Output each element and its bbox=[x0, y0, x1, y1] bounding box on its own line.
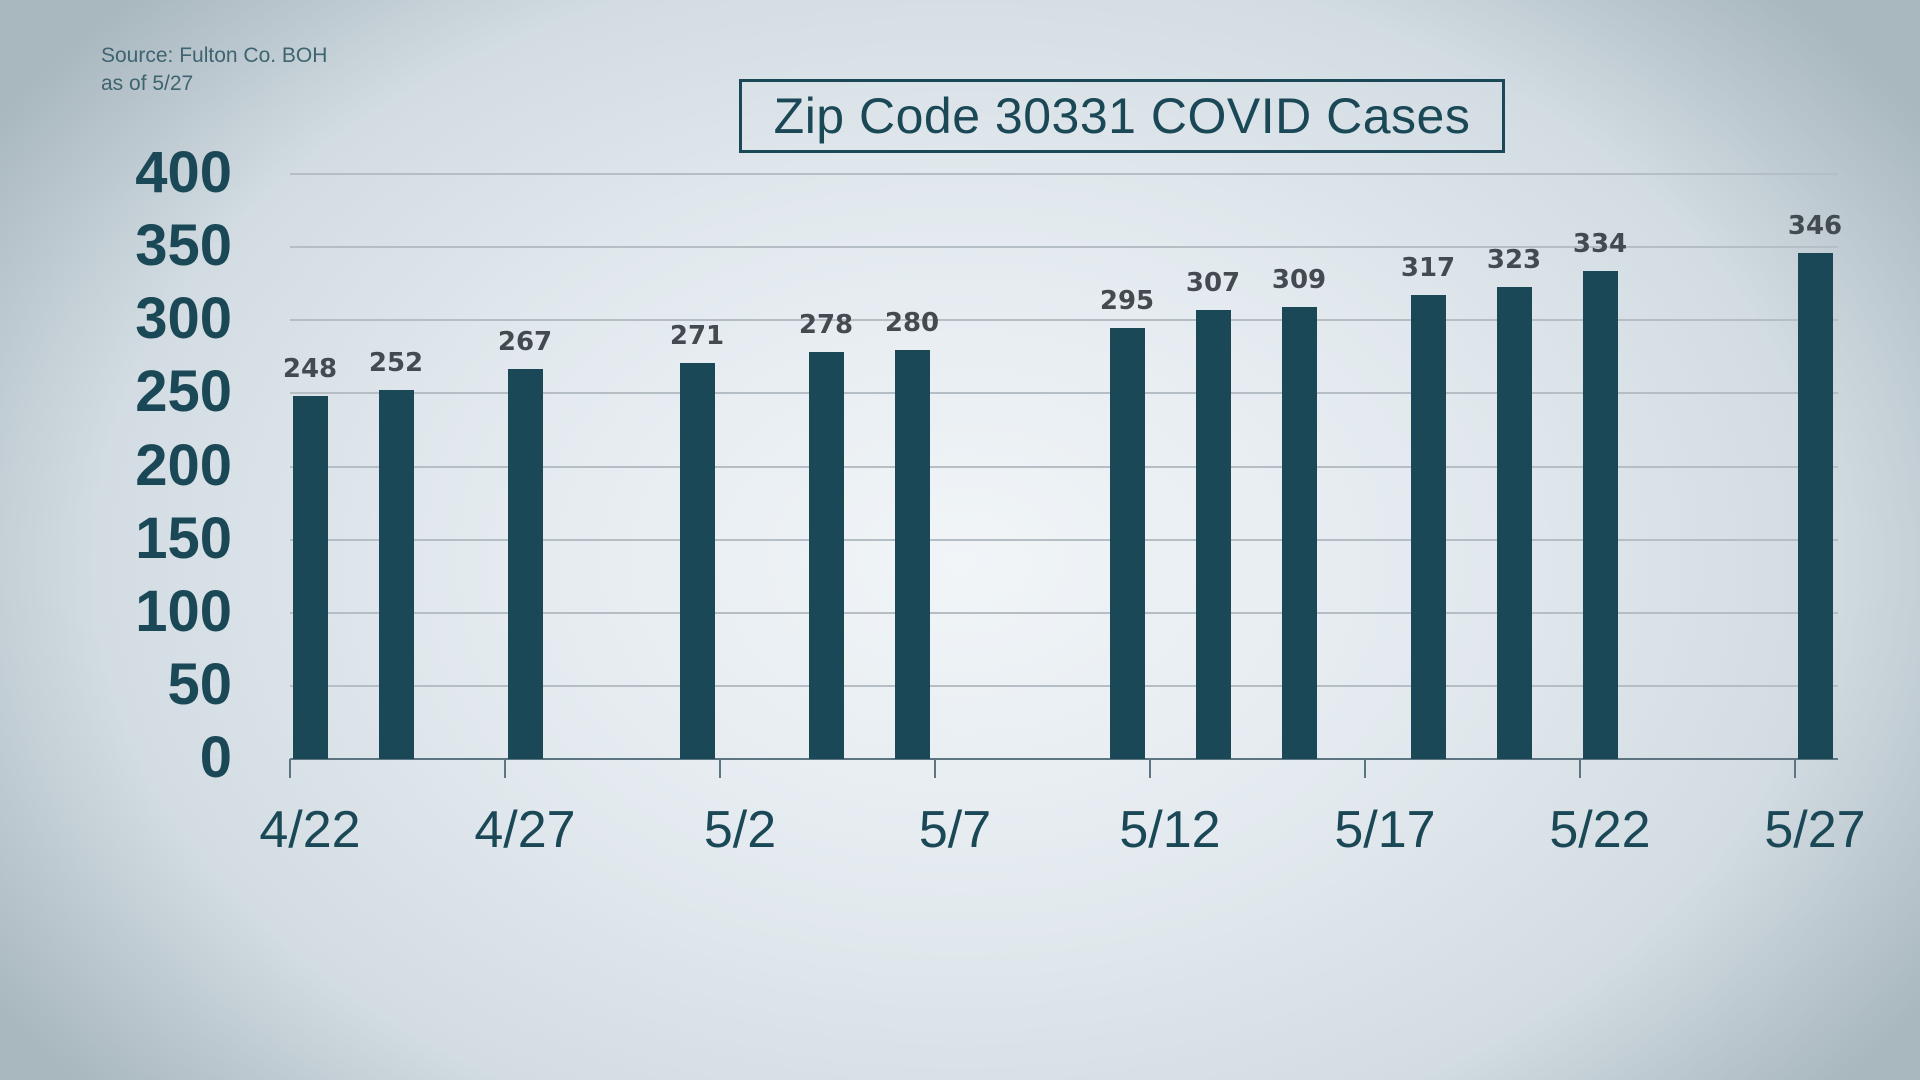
bar bbox=[1282, 307, 1317, 759]
bar bbox=[1798, 252, 1833, 759]
x-axis-label: 5/7 bbox=[918, 801, 992, 859]
x-axis-label: 5/27 bbox=[1764, 801, 1866, 859]
x-axis-tick bbox=[504, 759, 506, 778]
x-axis-tick bbox=[1149, 759, 1151, 778]
bar bbox=[809, 352, 844, 759]
x-axis-label: 5/2 bbox=[703, 801, 777, 859]
x-axis-tick bbox=[1364, 759, 1366, 778]
y-axis-label: 200 bbox=[135, 432, 232, 498]
y-axis-label: 400 bbox=[135, 140, 232, 205]
value-label: 317 bbox=[1400, 253, 1456, 284]
value-label: 252 bbox=[368, 348, 424, 379]
bar bbox=[1411, 295, 1446, 759]
x-axis-label: 5/22 bbox=[1549, 801, 1651, 859]
bar bbox=[1583, 270, 1618, 759]
value-label: 323 bbox=[1486, 244, 1542, 275]
gridline bbox=[290, 538, 1838, 541]
value-label: 280 bbox=[884, 307, 940, 338]
source-note: Source: Fulton Co. BOH as of 5/27 bbox=[101, 42, 327, 98]
gridline bbox=[290, 465, 1838, 468]
bar bbox=[379, 390, 414, 759]
gridline bbox=[290, 392, 1838, 395]
x-axis-tick bbox=[934, 759, 936, 778]
bar bbox=[508, 368, 543, 759]
value-label: 267 bbox=[497, 326, 553, 357]
x-axis-tick bbox=[1579, 759, 1581, 778]
y-axis-label: 300 bbox=[135, 286, 232, 352]
y-axis-label: 0 bbox=[199, 725, 232, 790]
value-label: 307 bbox=[1185, 268, 1241, 298]
value-label: 278 bbox=[798, 310, 854, 341]
x-axis-tick bbox=[719, 759, 721, 778]
value-label: 271 bbox=[669, 320, 725, 351]
chart-title: Zip Code 30331 COVID Cases bbox=[739, 79, 1505, 153]
x-axis-label: 4/22 bbox=[259, 801, 361, 859]
x-axis-label: 4/27 bbox=[474, 801, 576, 859]
value-label: 309 bbox=[1271, 265, 1327, 296]
bar bbox=[1497, 286, 1532, 759]
value-label: 248 bbox=[282, 354, 338, 385]
value-label: 295 bbox=[1099, 285, 1155, 316]
value-label: 346 bbox=[1787, 210, 1843, 241]
x-axis-tick bbox=[1794, 759, 1796, 778]
x-axis-label: 5/17 bbox=[1334, 801, 1436, 859]
x-axis-label: 5/12 bbox=[1119, 801, 1221, 859]
bar bbox=[1196, 310, 1231, 759]
as-of-date: as of 5/27 bbox=[101, 72, 194, 95]
bar bbox=[1110, 327, 1145, 759]
y-axis-label: 250 bbox=[135, 359, 232, 425]
gridline bbox=[290, 173, 1838, 175]
y-axis-label: 50 bbox=[167, 651, 232, 717]
bar bbox=[895, 349, 930, 759]
gridline bbox=[290, 319, 1838, 322]
value-label: 334 bbox=[1572, 228, 1628, 259]
source-line: Source: Fulton Co. BOH bbox=[101, 44, 328, 67]
bar bbox=[680, 362, 715, 759]
bar bbox=[293, 396, 328, 759]
gridline bbox=[290, 611, 1838, 614]
y-axis-label: 100 bbox=[135, 578, 232, 644]
x-axis-tick bbox=[289, 759, 291, 778]
gridline bbox=[290, 684, 1838, 687]
y-axis-label: 150 bbox=[135, 505, 232, 571]
x-axis-line bbox=[290, 758, 1838, 760]
gridline bbox=[290, 246, 1838, 249]
y-axis-label: 350 bbox=[135, 213, 232, 279]
